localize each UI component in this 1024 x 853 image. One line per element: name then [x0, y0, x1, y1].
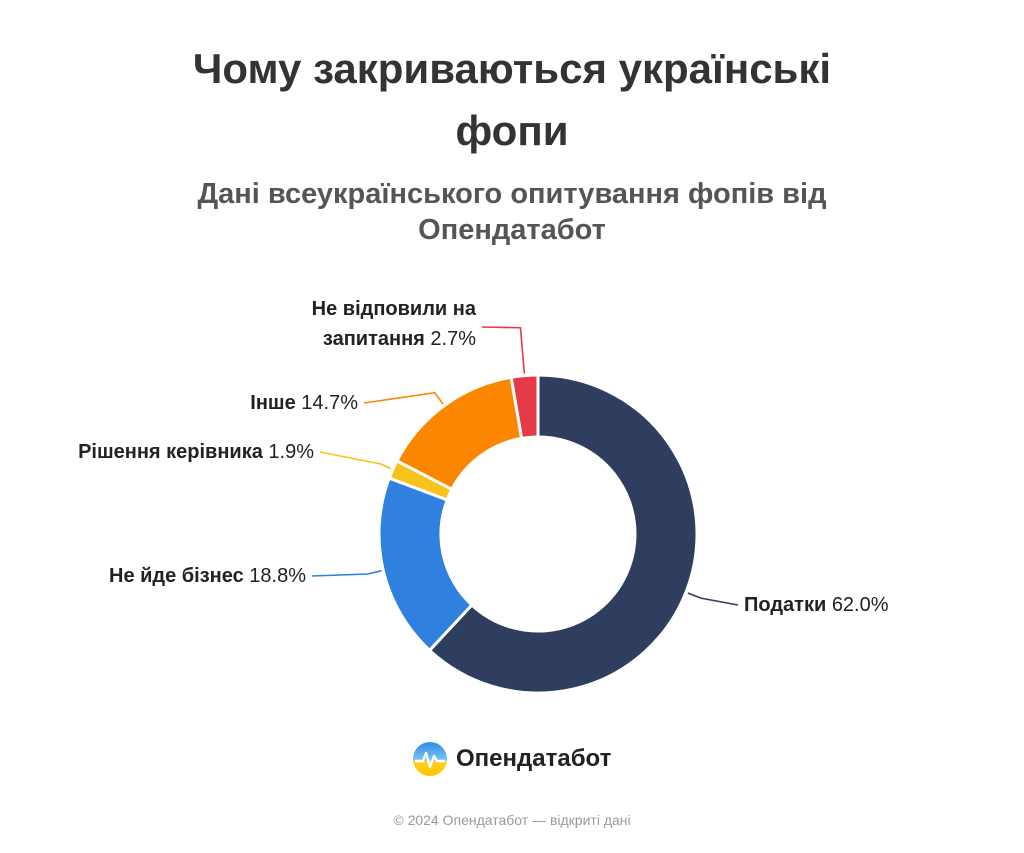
footer-copyright: © 2024 Опендатабот — відкриті дані: [393, 812, 631, 828]
data-label-no-answer: Не відповили на запитання 2.7%: [312, 298, 477, 350]
data-label-other: Інше 14.7%: [250, 392, 358, 414]
chart-title-line-2: фопи: [455, 107, 569, 154]
chart-subtitle-line-2: Опендатабот: [418, 214, 606, 246]
data-label-taxes: Податки 62.0%: [744, 594, 889, 616]
data-label-business: Не йде бізнес 18.8%: [109, 565, 306, 587]
leader-line-business: [311, 570, 382, 577]
leader-line-taxes: [687, 592, 739, 606]
chart-title-line-1: Чому закриваються українські: [192, 45, 832, 92]
opendatabot-logo-icon: [413, 742, 447, 776]
logo-text: Опендатабот: [456, 745, 612, 772]
chart-subtitle-line-1: Дані всеукраїнського опитування фопів ві…: [197, 178, 827, 210]
brand-logo: Опендатабот: [412, 741, 611, 777]
slice-no-answer: [509, 373, 540, 440]
leader-line-other: [363, 391, 444, 405]
chart-title: Чому закриваються українські фопи: [112, 38, 912, 162]
slice-taxes: [428, 373, 699, 695]
leader-line-manager: [319, 451, 392, 470]
leader-line-no-answer: [481, 326, 526, 374]
data-label-manager: Рішення керівника 1.9%: [78, 441, 314, 463]
chart-subtitle: Дані всеукраїнського опитування фопів ві…: [112, 176, 912, 248]
